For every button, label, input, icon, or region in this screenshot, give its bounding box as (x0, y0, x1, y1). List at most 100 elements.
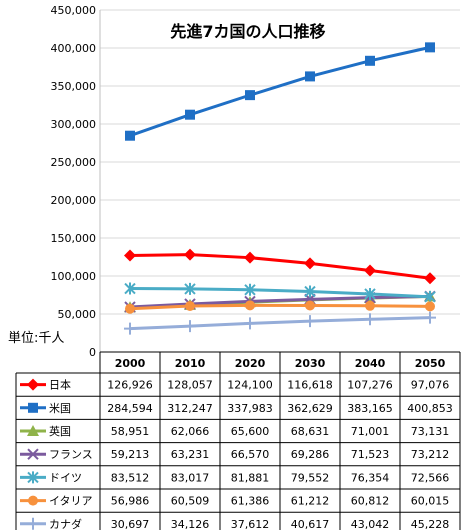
data-point (245, 300, 255, 311)
data-point (185, 301, 195, 312)
table-row: 英国 58,951 62,066 65,600 68,631 71,001 73,131 (20, 424, 449, 438)
data-point (365, 55, 375, 66)
data-label: 73,131 (411, 425, 450, 438)
data-point (424, 311, 436, 324)
series-ドイツ (124, 282, 436, 303)
series-line (129, 253, 431, 280)
series-米国 (125, 42, 435, 141)
data-label: 76,354 (351, 471, 390, 484)
data-label: 45,228 (411, 518, 450, 530)
data-point (125, 303, 135, 314)
table-row: ドイツ 83,512 83,017 81,881 79,552 76,354 72,566 (20, 471, 449, 484)
data-point (305, 71, 315, 82)
data-point (244, 317, 256, 330)
data-label: 65,600 (231, 425, 270, 438)
legend-key-marker (27, 378, 39, 391)
legend-entry: 日本 (49, 378, 71, 392)
y-axis-tick-labels: 0 50,000 100,000 150,000 200,000 250,000 300,0… (51, 4, 97, 359)
data-label: 73,212 (411, 448, 450, 461)
x-tick-label: 2020 (235, 357, 266, 370)
data-label: 97,076 (411, 379, 450, 392)
data-label: 59,213 (111, 448, 150, 461)
data-label: 61,212 (291, 495, 330, 508)
unit-label: 単位:千人 (8, 330, 64, 346)
data-label: 68,631 (291, 425, 330, 438)
data-label: 60,015 (411, 495, 450, 508)
data-label: 71,001 (351, 425, 390, 438)
legend-entry: 米国 (49, 402, 71, 415)
data-label: 58,951 (111, 425, 150, 438)
data-point (425, 301, 435, 312)
table-row: 日本 126,926 128,057 124,100 116,618 107,276 97,… (20, 378, 449, 392)
data-point (365, 300, 375, 311)
data-label: 61,386 (231, 495, 270, 508)
data-label: 362,629 (287, 402, 333, 415)
x-tick-label: 2040 (355, 357, 386, 370)
data-label: 284,594 (107, 402, 153, 415)
data-label: 34,126 (171, 518, 210, 530)
data-point (364, 287, 376, 300)
data-label: 126,926 (107, 379, 153, 392)
data-point (184, 248, 196, 261)
series-line (129, 316, 431, 331)
legend-entry: カナダ (49, 517, 82, 530)
data-label: 337,983 (227, 402, 273, 415)
series-日本 (124, 248, 436, 285)
data-point (304, 285, 316, 298)
data-label: 60,812 (351, 495, 390, 508)
data-label: 56,986 (111, 495, 150, 508)
data-label: 40,617 (291, 518, 330, 530)
data-label: 312,247 (167, 402, 213, 415)
data-label: 400,853 (407, 402, 453, 415)
legend-key-marker (27, 425, 39, 436)
data-label: 63,231 (171, 448, 210, 461)
data-label: 124,100 (227, 379, 273, 392)
data-point (125, 130, 135, 141)
data-label: 43,042 (351, 518, 390, 530)
data-point (245, 90, 255, 101)
data-point (364, 313, 376, 326)
series-line (129, 287, 431, 299)
legend-key-marker (27, 471, 39, 484)
data-point (305, 300, 315, 311)
data-label: 30,697 (111, 518, 150, 530)
y-tick-label: 50,000 (58, 308, 97, 321)
series-line (129, 294, 431, 309)
data-table: 2000 2010 2020 2030 2040 2050 日本 126,926 128,057… (15, 351, 461, 530)
data-point (124, 249, 136, 262)
data-label: 83,512 (111, 471, 150, 484)
y-tick-label: 100,000 (51, 270, 97, 283)
data-point (185, 109, 195, 120)
x-tick-label: 2030 (295, 357, 326, 370)
legend-key-marker (28, 495, 38, 506)
data-label: 72,566 (411, 471, 450, 484)
y-tick-label: 150,000 (51, 232, 97, 245)
data-point (124, 282, 136, 295)
table-row: 米国 284,594 312,247 337,983 362,629 383,165 400… (20, 402, 453, 415)
series-line (129, 303, 431, 311)
x-tick-label: 2010 (175, 357, 206, 370)
legend-key-marker (28, 402, 38, 413)
table-row: フランス 59,213 63,231 66,570 69,286 71,523 73,212 (20, 448, 449, 461)
data-label: 116,618 (287, 379, 333, 392)
data-label: 383,165 (347, 402, 393, 415)
data-point (364, 264, 376, 277)
data-label: 107,276 (347, 379, 393, 392)
x-tick-label: 2000 (115, 357, 146, 370)
y-tick-label: 200,000 (51, 194, 97, 207)
data-label: 60,509 (171, 495, 210, 508)
y-tick-label: 250,000 (51, 156, 97, 169)
legend-entry: 英国 (49, 424, 71, 438)
y-tick-label: 450,000 (51, 4, 97, 17)
series-line (129, 45, 431, 138)
series-カナダ (124, 311, 436, 335)
data-point (424, 290, 436, 303)
y-tick-label: 350,000 (51, 80, 97, 93)
y-tick-label: 300,000 (51, 118, 97, 131)
series-イタリア (125, 300, 435, 314)
data-point (124, 322, 136, 335)
data-label: 128,057 (167, 379, 213, 392)
data-point (244, 283, 256, 296)
x-tick-label: 2050 (415, 357, 446, 370)
